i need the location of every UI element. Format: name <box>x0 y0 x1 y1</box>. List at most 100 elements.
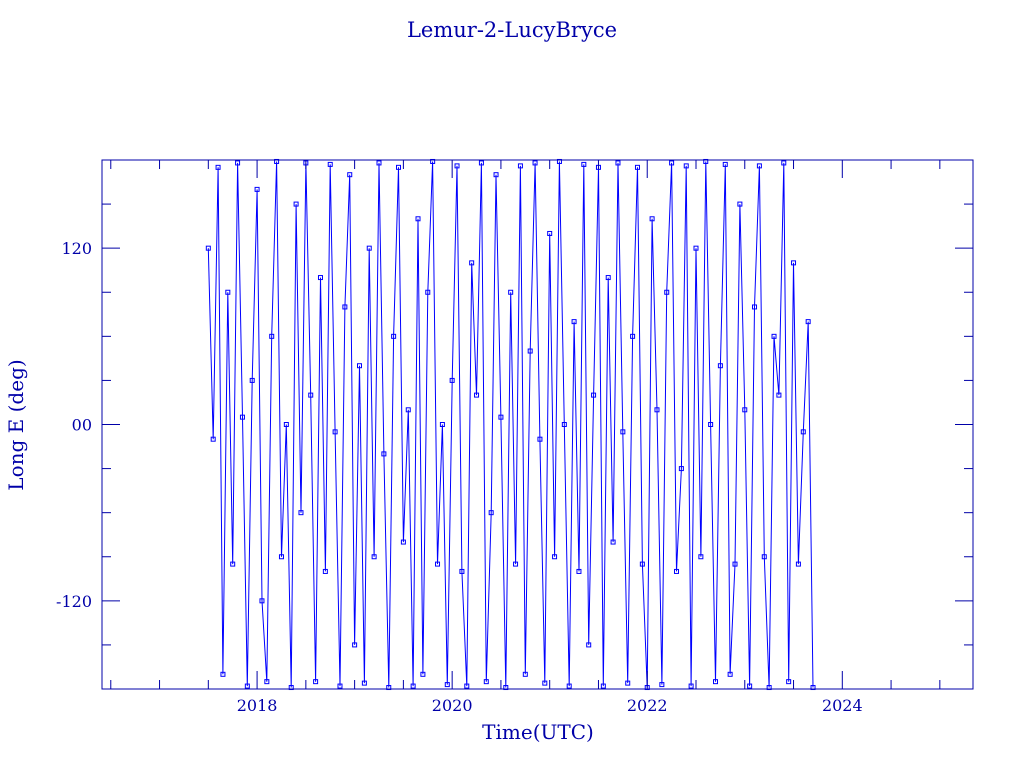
data-point <box>795 561 801 567</box>
data-point <box>786 679 792 685</box>
data-point <box>464 683 470 689</box>
data-point <box>659 682 665 688</box>
data-point <box>444 682 450 688</box>
series-line <box>207 161 814 688</box>
data-point <box>356 363 362 369</box>
data-point <box>766 685 772 691</box>
data-point <box>376 160 382 166</box>
data-point <box>547 230 553 236</box>
data-point <box>483 679 489 685</box>
data-point <box>244 683 250 689</box>
data-point <box>278 554 284 560</box>
data-point <box>381 451 387 457</box>
data-point <box>610 539 616 545</box>
data-point <box>791 260 797 266</box>
data-point <box>410 683 416 689</box>
data-point <box>225 289 231 295</box>
data-point <box>571 319 577 325</box>
data-point <box>361 680 367 686</box>
data-point <box>605 275 611 281</box>
data-point <box>337 683 343 689</box>
data-point <box>283 422 289 427</box>
data-point <box>249 377 255 383</box>
data-point <box>678 466 684 472</box>
y-axis-label: Long E (deg) <box>4 359 28 490</box>
data-point <box>430 158 436 164</box>
x-tick-label: 2018 <box>237 696 278 715</box>
data-point <box>352 642 358 648</box>
x-tick-label: 2022 <box>627 696 668 715</box>
data-point <box>488 510 494 516</box>
data-point <box>366 245 372 251</box>
plot-frame <box>101 159 974 690</box>
data-point <box>713 679 719 685</box>
data-point <box>396 164 402 170</box>
data-point <box>415 216 421 222</box>
data-point <box>542 680 548 686</box>
data-point <box>727 671 733 677</box>
data-point <box>688 683 694 689</box>
data-point <box>776 392 782 398</box>
data-point <box>630 333 636 339</box>
data-point <box>313 679 319 685</box>
data-point <box>805 319 811 325</box>
data-point <box>591 392 597 398</box>
data-point <box>586 642 592 648</box>
data-point <box>474 392 480 398</box>
data-point <box>298 510 304 516</box>
data-point <box>469 260 475 266</box>
data-point <box>771 333 777 339</box>
data-point <box>683 163 689 169</box>
data-point <box>615 160 621 166</box>
data-point <box>673 568 679 574</box>
data-point <box>478 160 484 166</box>
data-point <box>810 685 816 691</box>
data-point <box>293 201 299 207</box>
data-point <box>532 160 538 166</box>
data-point <box>527 348 533 354</box>
data-point <box>581 161 587 167</box>
data-point <box>664 289 670 295</box>
x-tick-label: 2024 <box>822 696 863 715</box>
data-point <box>722 161 728 167</box>
data-point <box>459 568 465 574</box>
data-point <box>347 172 353 178</box>
data-point <box>639 561 645 567</box>
data-point <box>708 422 714 427</box>
data-point <box>761 554 767 560</box>
data-point <box>752 304 758 310</box>
chart-title: Lemur-2-LucyBryce <box>407 18 617 42</box>
data-point <box>386 685 392 691</box>
data-point <box>561 422 567 427</box>
x-tick-label: 2020 <box>432 696 473 715</box>
data-point <box>215 164 221 170</box>
data-point <box>220 671 226 677</box>
data-point <box>342 304 348 310</box>
data-point <box>259 598 265 604</box>
data-point <box>274 158 280 164</box>
data-point <box>625 680 631 686</box>
data-point <box>576 568 582 574</box>
data-point <box>522 671 528 677</box>
data-point <box>230 561 236 567</box>
data-point <box>420 671 426 677</box>
y-tick-label: 120 <box>61 239 92 258</box>
data-point <box>552 554 558 560</box>
data-point <box>239 414 245 420</box>
data-point <box>717 363 723 369</box>
data-point <box>698 554 704 560</box>
data-point <box>454 163 460 169</box>
data-point <box>327 161 333 167</box>
data-point <box>800 429 806 435</box>
data-point <box>439 422 445 427</box>
data-point <box>517 163 523 169</box>
data-point <box>742 407 748 413</box>
data-point <box>449 377 455 383</box>
data-point <box>747 683 753 689</box>
data-point <box>210 436 216 442</box>
data-point <box>556 158 562 164</box>
data-point <box>513 561 519 567</box>
data-point <box>308 392 314 398</box>
data-layer <box>205 158 816 691</box>
